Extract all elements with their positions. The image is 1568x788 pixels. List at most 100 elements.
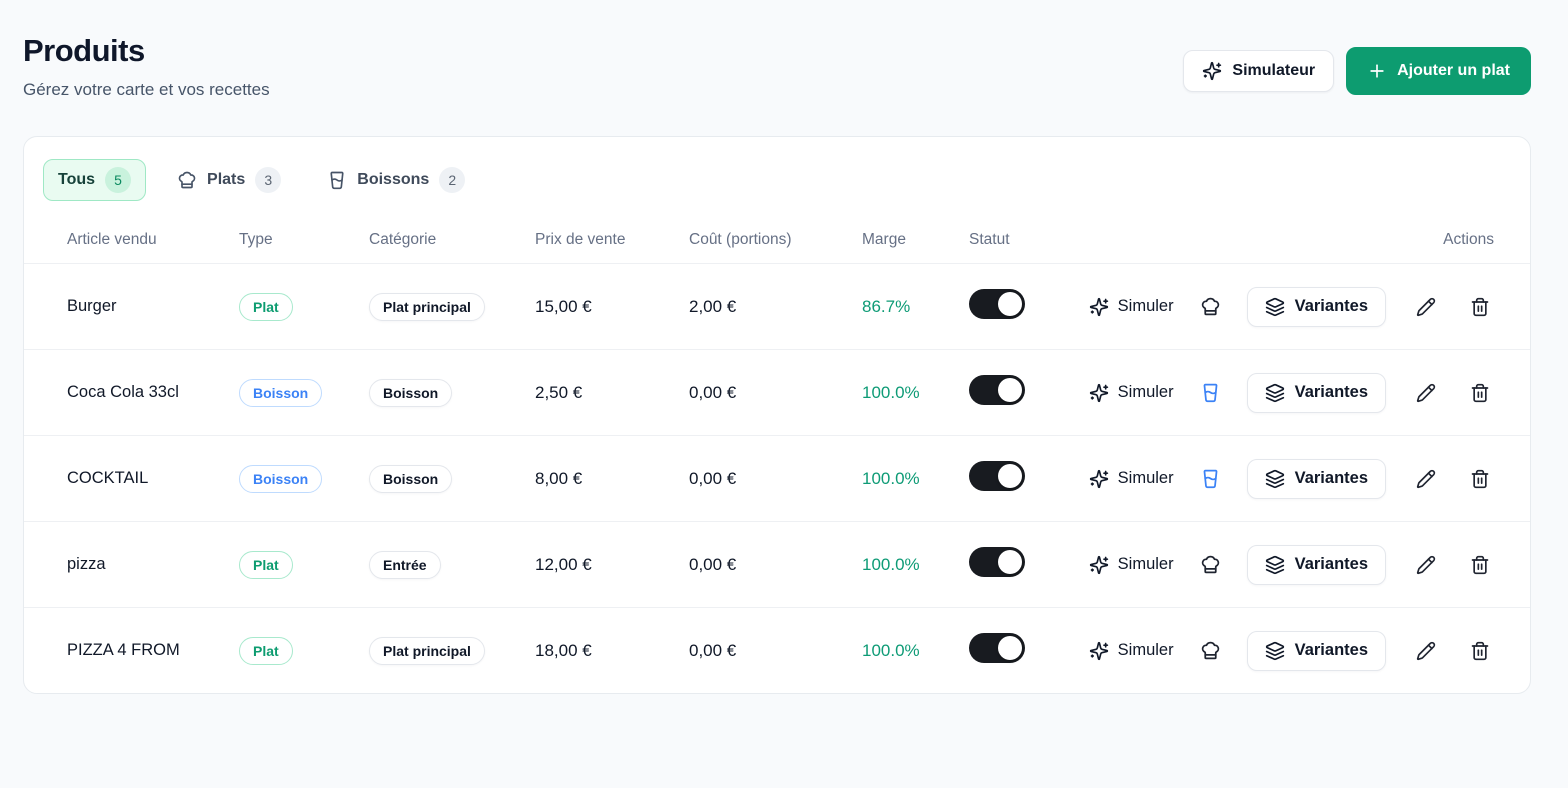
trash-icon [1470, 383, 1490, 403]
pencil-icon [1416, 555, 1436, 575]
tab-tous[interactable]: Tous 5 [43, 159, 147, 201]
delete-button[interactable] [1466, 293, 1494, 321]
simulate-button[interactable]: Simuler [1089, 383, 1174, 403]
type-badge: Boisson [239, 378, 323, 407]
plus-icon [1367, 61, 1387, 81]
status-toggle[interactable] [969, 547, 1025, 577]
add-product-button[interactable]: Ajouter un plat [1346, 47, 1531, 95]
status-toggle[interactable] [969, 375, 1025, 405]
variants-button[interactable]: Variantes [1246, 286, 1386, 327]
type-badge: Boisson [239, 464, 323, 493]
cost-value: 0,00 € [689, 382, 737, 402]
sparkles-icon [1089, 383, 1109, 403]
margin-value: 100.0% [862, 382, 920, 402]
tab-boissons[interactable]: Boissons 2 [312, 159, 480, 201]
pencil-icon [1416, 641, 1436, 661]
variants-button-label: Variantes [1294, 641, 1368, 659]
simulate-button[interactable]: Simuler [1089, 469, 1174, 489]
product-name: Coca Cola 33cl [67, 383, 179, 401]
column-header-marge: Marge [862, 231, 906, 248]
price-value: 12,00 € [535, 554, 592, 574]
price-value: 15,00 € [535, 296, 592, 316]
variants-button[interactable]: Variantes [1246, 458, 1386, 499]
price-value: 2,50 € [535, 382, 583, 402]
edit-button[interactable] [1412, 293, 1440, 321]
margin-value: 100.0% [862, 468, 920, 488]
variants-button[interactable]: Variantes [1246, 372, 1386, 413]
simulate-button-label: Simuler [1117, 469, 1174, 487]
category-badge: Plat principal [369, 292, 485, 321]
simulate-button[interactable]: Simuler [1089, 297, 1174, 317]
page-title-block: Produits Gérez votre carte et vos recett… [23, 33, 270, 100]
delete-button[interactable] [1466, 551, 1494, 579]
trash-icon [1470, 555, 1490, 575]
glass-water-icon [1200, 468, 1221, 489]
page-title: Produits [23, 33, 145, 68]
page-header: Produits Gérez votre carte et vos recett… [23, 0, 1531, 100]
status-toggle[interactable] [969, 633, 1025, 663]
tab-boissons-count: 2 [439, 167, 466, 193]
edit-button[interactable] [1412, 551, 1440, 579]
sparkles-icon [1202, 61, 1222, 81]
tab-plats-label: Plats [207, 171, 246, 188]
row-actions: Simuler Variantes [1075, 286, 1494, 327]
layers-icon [1265, 383, 1285, 403]
simulator-button[interactable]: Simulateur [1183, 50, 1335, 92]
row-actions: Simuler Variantes [1075, 630, 1494, 671]
toggle-knob [998, 292, 1022, 316]
table-header-row: Article vendu Type Catégorie Prix de ven… [24, 217, 1530, 263]
type-badge: Plat [239, 550, 293, 579]
status-toggle[interactable] [969, 461, 1025, 491]
chef-hat-icon [177, 170, 197, 190]
simulate-button[interactable]: Simuler [1089, 555, 1174, 575]
pencil-icon [1416, 469, 1436, 489]
layers-icon [1265, 555, 1285, 575]
variants-button[interactable]: Variantes [1246, 630, 1386, 671]
table-row: pizza Plat Entrée 12,00 € 0,00 € 100.0% … [24, 521, 1530, 607]
header-actions: Simulateur Ajouter un plat [1183, 47, 1531, 95]
filter-tabs: Tous 5 Plats 3 Boissons 2 [24, 137, 1530, 217]
variants-button-label: Variantes [1294, 383, 1368, 401]
delete-button[interactable] [1466, 637, 1494, 665]
variants-button-label: Variantes [1294, 555, 1368, 573]
price-value: 8,00 € [535, 468, 583, 488]
cost-value: 0,00 € [689, 554, 737, 574]
layers-icon [1265, 297, 1285, 317]
delete-button[interactable] [1466, 379, 1494, 407]
sparkles-icon [1089, 297, 1109, 317]
variants-button[interactable]: Variantes [1246, 544, 1386, 585]
column-header-prix: Prix de vente [535, 231, 626, 248]
cost-value: 0,00 € [689, 468, 737, 488]
toggle-knob [998, 464, 1022, 488]
layers-icon [1265, 641, 1285, 661]
edit-button[interactable] [1412, 465, 1440, 493]
tab-plats-count: 3 [255, 167, 282, 193]
trash-icon [1470, 297, 1490, 317]
edit-button[interactable] [1412, 637, 1440, 665]
edit-button[interactable] [1412, 379, 1440, 407]
column-header-categorie: Catégorie [369, 231, 437, 248]
margin-value: 86.7% [862, 296, 911, 316]
delete-button[interactable] [1466, 465, 1494, 493]
column-header-actions: Actions [1443, 231, 1494, 248]
product-name: COCKTAIL [67, 469, 149, 487]
price-value: 18,00 € [535, 640, 592, 660]
category-badge: Plat principal [369, 636, 485, 665]
chef-hat-icon [1200, 640, 1221, 661]
tab-plats[interactable]: Plats 3 [162, 159, 296, 201]
table-row: PIZZA 4 FROM Plat Plat principal 18,00 €… [24, 607, 1530, 693]
glass-water-icon [1200, 382, 1221, 403]
toggle-knob [998, 550, 1022, 574]
glass-water-icon [327, 170, 347, 190]
variants-button-label: Variantes [1294, 297, 1368, 315]
table-row: Coca Cola 33cl Boisson Boisson 2,50 € 0,… [24, 349, 1530, 435]
simulate-button[interactable]: Simuler [1089, 641, 1174, 661]
row-actions: Simuler Variantes [1075, 544, 1494, 585]
simulate-button-label: Simuler [1117, 297, 1174, 315]
margin-value: 100.0% [862, 640, 920, 660]
margin-value: 100.0% [862, 554, 920, 574]
column-header-article: Article vendu [67, 231, 157, 248]
tab-boissons-label: Boissons [357, 171, 430, 188]
status-toggle[interactable] [969, 289, 1025, 319]
